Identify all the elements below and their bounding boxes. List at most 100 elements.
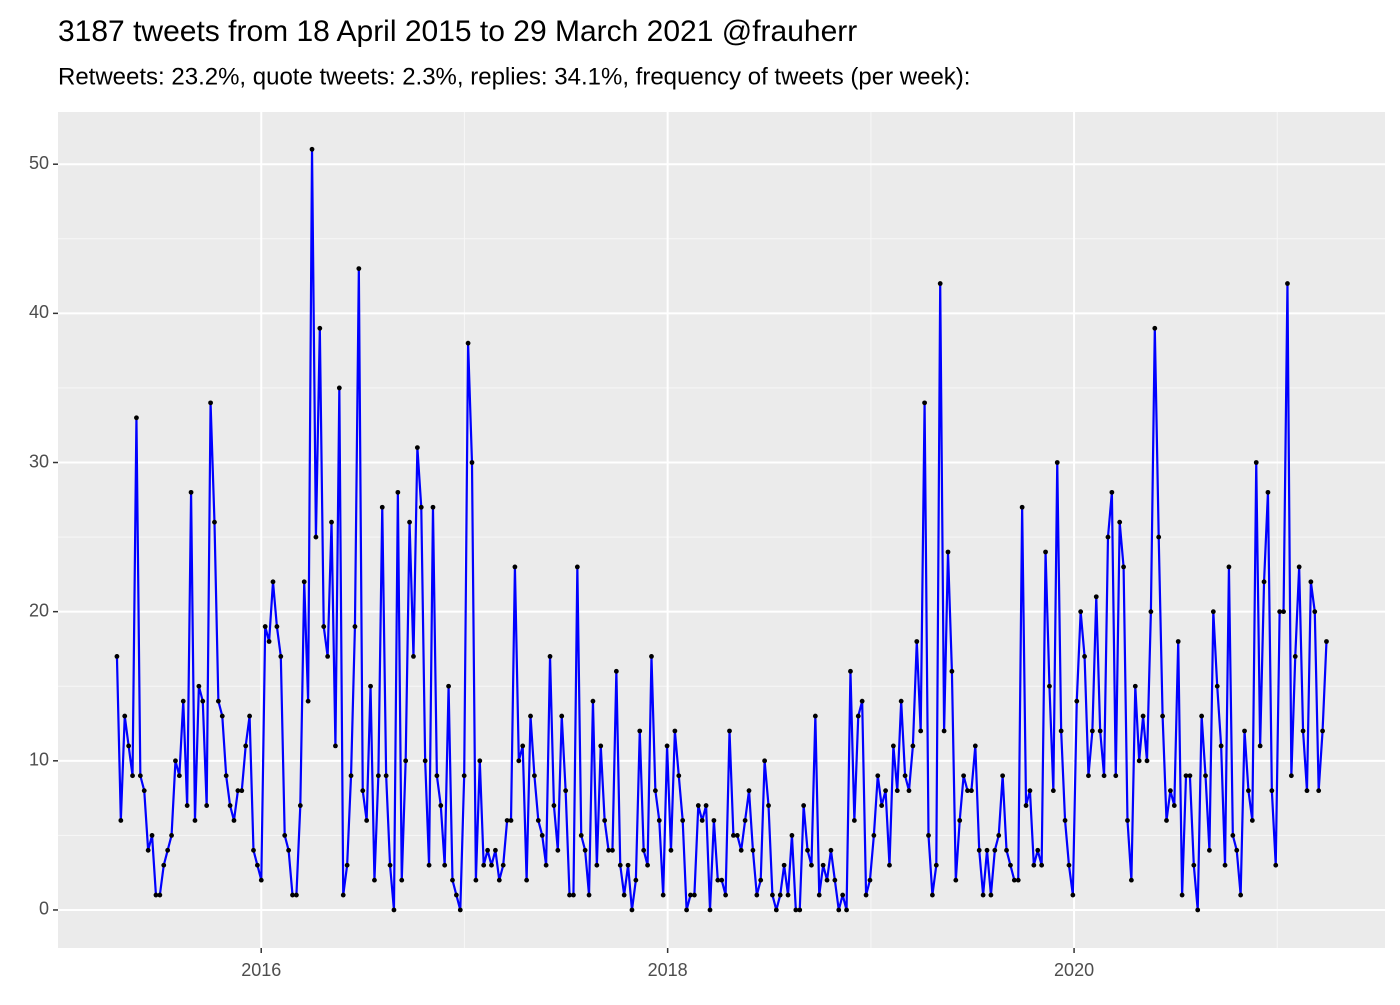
data-point [695, 803, 701, 808]
data-point [169, 832, 174, 838]
x-tick-label: 2020 [1054, 960, 1094, 980]
data-point [379, 504, 385, 510]
data-point [547, 654, 553, 659]
data-point [313, 534, 319, 540]
data-point [1128, 877, 1134, 883]
data-point [1203, 773, 1208, 779]
data-point [672, 728, 678, 734]
data-point [914, 639, 920, 644]
data-point [1273, 862, 1279, 868]
data-point [766, 803, 771, 808]
data-point [453, 892, 459, 898]
data-point [212, 519, 217, 525]
plot-panel [58, 112, 1385, 948]
data-point [122, 713, 128, 719]
data-point [707, 907, 713, 913]
data-point [703, 803, 709, 808]
data-point [996, 832, 1002, 838]
data-point [215, 698, 221, 704]
data-point [153, 892, 159, 898]
data-point [461, 773, 467, 779]
data-point [949, 668, 955, 674]
data-point [1008, 862, 1013, 868]
data-point [473, 877, 479, 883]
data-point [1214, 683, 1220, 689]
data-point [450, 877, 455, 883]
data-point [426, 862, 432, 868]
data-point [1160, 713, 1166, 719]
data-point [500, 862, 506, 868]
data-point [270, 579, 276, 585]
data-point [1316, 788, 1322, 794]
data-point [321, 624, 327, 629]
data-point [1304, 788, 1310, 794]
data-point [1132, 683, 1138, 689]
data-point [758, 877, 764, 883]
data-point [719, 877, 725, 883]
data-point [1312, 609, 1318, 615]
data-point [524, 877, 530, 883]
data-point [126, 743, 132, 749]
data-point [1113, 773, 1119, 779]
data-point [859, 698, 865, 704]
data-point [832, 877, 838, 883]
data-point [247, 713, 252, 719]
data-point [493, 847, 498, 853]
data-point [1062, 818, 1068, 823]
data-point [777, 892, 783, 898]
data-point [957, 818, 963, 823]
data-point [1089, 728, 1095, 734]
data-point [992, 847, 998, 853]
data-point [1015, 877, 1021, 883]
data-point [528, 713, 533, 719]
data-point [610, 847, 615, 853]
data-point [676, 773, 682, 779]
data-point [941, 728, 947, 734]
data-point [789, 832, 795, 838]
data-point [278, 654, 284, 659]
data-point [656, 818, 662, 823]
data-point [1269, 788, 1275, 794]
data-point [251, 847, 256, 853]
y-tick-label: 0 [39, 899, 49, 919]
data-point [613, 668, 619, 674]
data-point [317, 325, 323, 331]
data-point [418, 504, 424, 510]
data-point [235, 788, 241, 794]
data-point [824, 877, 830, 883]
data-point [602, 818, 608, 823]
data-point [231, 818, 237, 823]
data-point [266, 639, 272, 644]
data-point [157, 892, 163, 898]
data-point [969, 788, 974, 794]
data-point [1249, 818, 1255, 823]
data-point [149, 832, 155, 838]
data-point [1257, 743, 1263, 749]
data-point [988, 892, 994, 898]
data-point [754, 892, 760, 898]
data-point [727, 728, 732, 734]
data-point [848, 668, 853, 674]
data-point [649, 654, 654, 659]
data-point [668, 847, 674, 853]
data-point [1222, 862, 1228, 868]
data-point [309, 146, 315, 152]
data-point [262, 624, 268, 629]
data-point [1070, 892, 1076, 898]
y-tick-label: 10 [29, 750, 49, 770]
data-point [375, 773, 381, 779]
data-point [1308, 579, 1314, 585]
data-point [1230, 832, 1236, 838]
data-point [196, 683, 202, 689]
data-point [910, 743, 916, 749]
data-point [1300, 728, 1306, 734]
data-point [286, 847, 292, 853]
data-point [457, 907, 463, 913]
data-point [731, 832, 736, 838]
data-point [411, 654, 416, 659]
data-point [180, 698, 186, 704]
data-point [407, 519, 412, 525]
data-point [340, 892, 346, 898]
data-point [953, 877, 959, 883]
